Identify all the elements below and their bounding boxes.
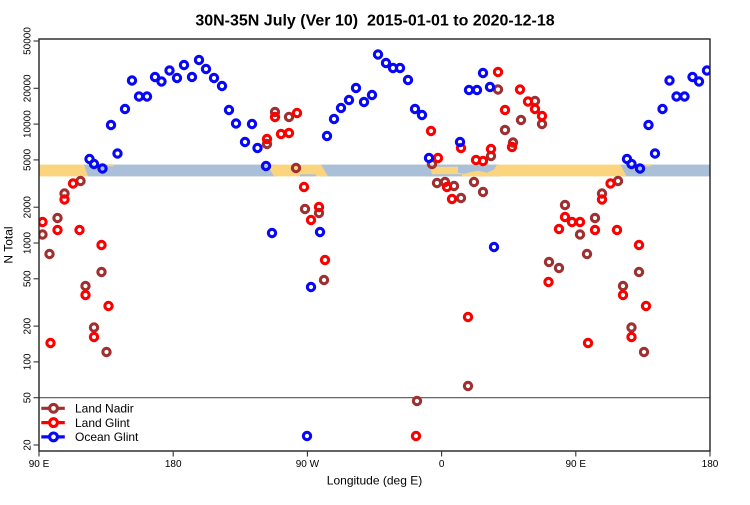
svg-text:Longitude (deg E): Longitude (deg E) xyxy=(327,474,422,488)
svg-text:500: 500 xyxy=(23,270,34,287)
svg-text:Ocean Glint: Ocean Glint xyxy=(75,430,139,444)
svg-text:90 W: 90 W xyxy=(296,459,320,470)
svg-text:30N-35N July (Ver 10) 2015-01: 30N-35N July (Ver 10) 2015-01-01 to 2020… xyxy=(195,12,554,29)
svg-text:Land Glint: Land Glint xyxy=(75,416,130,430)
svg-text:50000: 50000 xyxy=(23,27,34,55)
svg-text:2000: 2000 xyxy=(23,196,34,219)
svg-text:5000: 5000 xyxy=(23,148,34,171)
svg-text:1000: 1000 xyxy=(23,231,34,254)
svg-text:100: 100 xyxy=(23,353,34,370)
svg-text:50: 50 xyxy=(23,392,34,404)
svg-text:200: 200 xyxy=(23,317,34,334)
svg-text:20000: 20000 xyxy=(23,74,34,102)
svg-text:N Total: N Total xyxy=(2,226,16,263)
svg-text:0: 0 xyxy=(439,459,445,470)
svg-text:180: 180 xyxy=(165,459,182,470)
svg-text:90 E: 90 E xyxy=(29,459,50,470)
svg-text:Land Nadir: Land Nadir xyxy=(75,402,134,416)
svg-text:20: 20 xyxy=(23,439,34,451)
svg-text:90 E: 90 E xyxy=(566,459,587,470)
svg-text:180: 180 xyxy=(702,459,719,470)
svg-text:10000: 10000 xyxy=(23,110,34,138)
